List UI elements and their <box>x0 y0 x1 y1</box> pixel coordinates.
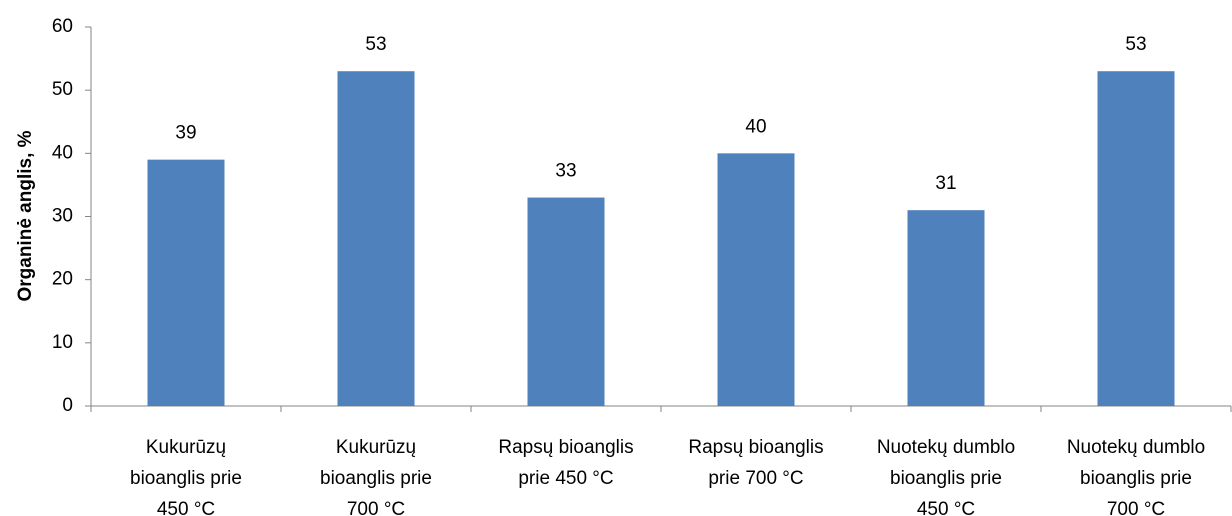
x-tick-label: Nuotekų dumblo bioanglis prie 450 °C <box>877 437 1015 516</box>
data-label: 39 <box>175 123 196 144</box>
x-axis <box>90 405 1232 412</box>
data-labels: 39 53 33 40 31 53 <box>175 34 1146 194</box>
x-tick-label: Kukurūzų bioanglis prie 450 °C <box>130 437 242 516</box>
category-labels: Kukurūzų bioanglis prie 450 °C Kukurūzų bioa… <box>130 437 1205 516</box>
y-tick-label: 60 <box>52 16 73 37</box>
bar <box>907 210 985 406</box>
data-label: 53 <box>365 34 386 55</box>
y-tick-label: 40 <box>52 142 73 163</box>
data-label: 40 <box>745 116 766 137</box>
data-label: 31 <box>935 173 956 194</box>
bar <box>527 197 605 406</box>
bar <box>1097 71 1175 406</box>
bars <box>147 71 1175 406</box>
y-axis: 0 10 20 30 40 50 60 <box>52 16 92 416</box>
y-tick-label: 10 <box>52 332 73 353</box>
x-tick-label: Rapsų bioanglis prie 450 °C <box>498 437 633 489</box>
bar <box>717 153 795 406</box>
y-axis-label: Organinė anglis, % <box>15 130 36 301</box>
y-tick-label: 0 <box>62 395 73 416</box>
x-tick-label: Rapsų bioanglis prie 700 °C <box>688 437 823 489</box>
y-tick-label: 50 <box>52 79 73 100</box>
bar <box>337 71 415 406</box>
x-tick-label: Nuotekų dumblo bioanglis prie 700 °C <box>1067 437 1205 516</box>
y-tick-label: 30 <box>52 206 73 227</box>
data-label: 33 <box>555 161 576 182</box>
data-label: 53 <box>1125 34 1146 55</box>
bar <box>147 159 225 406</box>
x-tick-label: Kukurūzų bioanglis prie 700 °C <box>320 437 432 516</box>
y-tick-label: 20 <box>52 269 73 290</box>
